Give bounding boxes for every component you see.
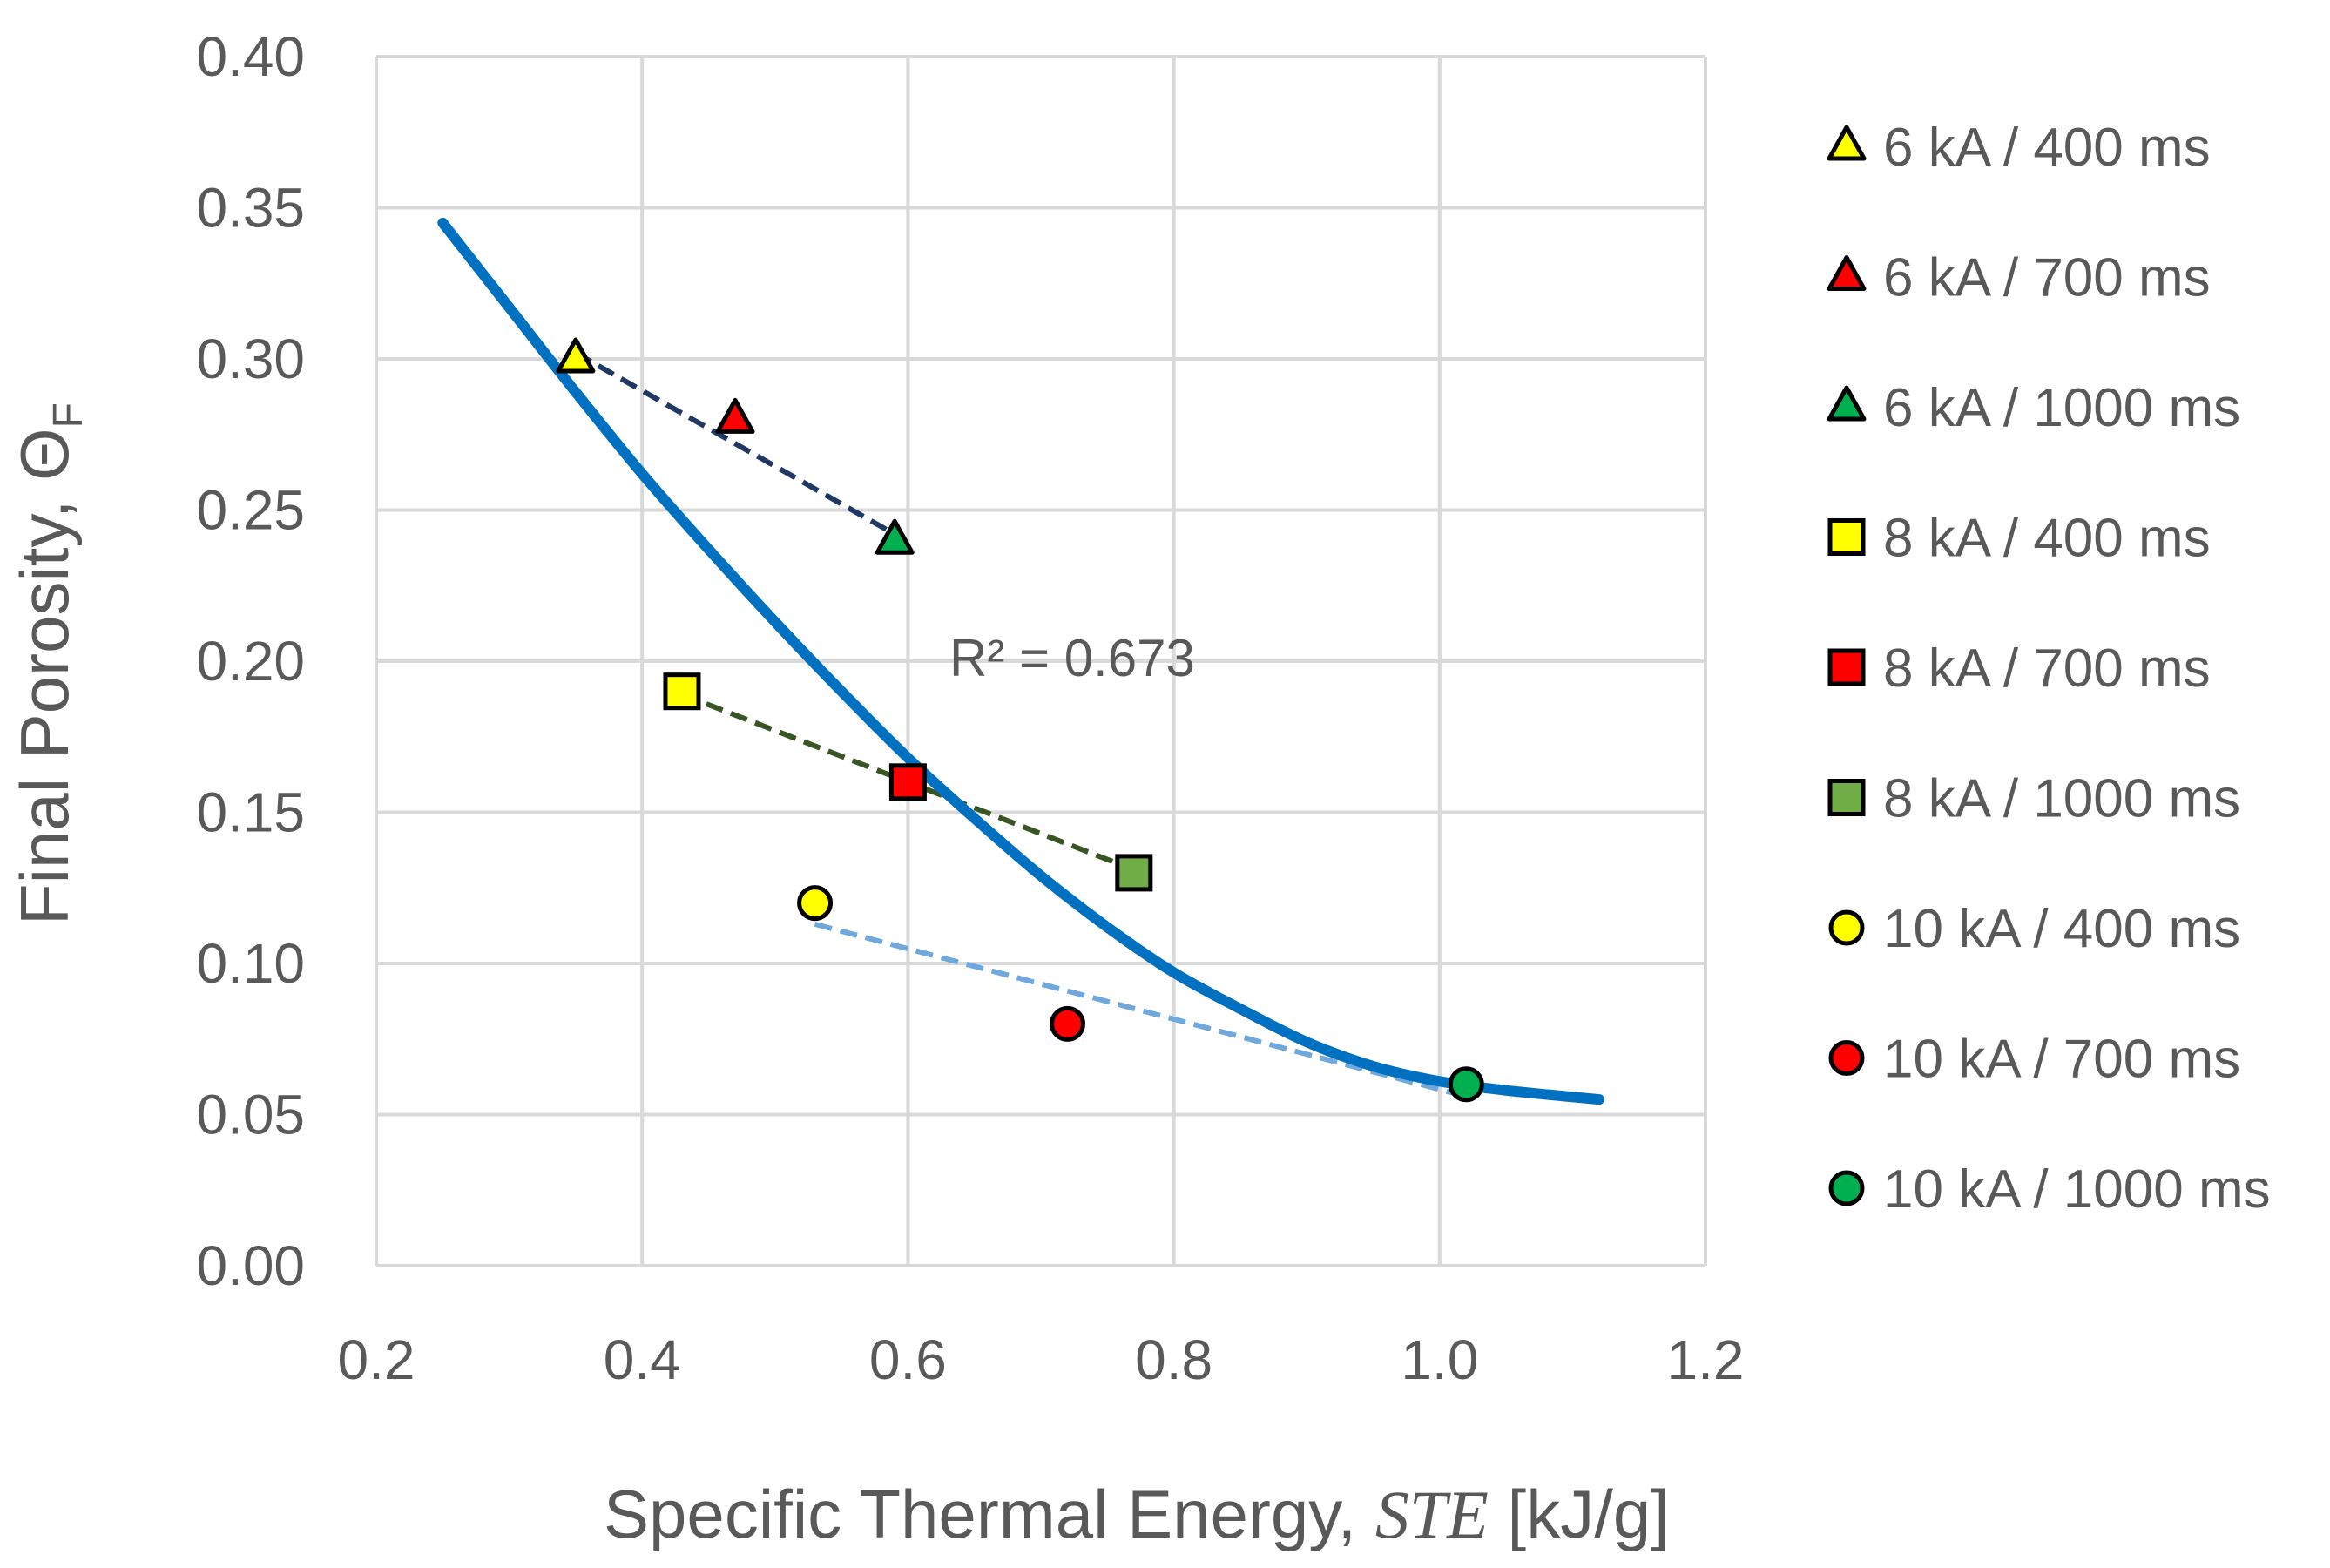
x-axis-ticks: 0.2 0.4 0.6 0.8 1.0 1.2 [338,1328,1745,1391]
y-tick-label: 0.35 [196,177,305,240]
legend-label: 6 kA / 400 ms [1883,118,2211,178]
grid [375,55,1707,1267]
x-axis-title: Specific Thermal Energy, STE [kJ/g] [604,1476,1670,1552]
legend-label: 6 kA / 1000 ms [1883,378,2240,438]
legend-item: 6 kA / 400 ms [1827,118,2211,178]
x-axis-title-unit: [kJ/g] [1489,1476,1670,1552]
y-axis-title-subscript: F [45,402,91,428]
x-tick-label: 0.2 [338,1328,415,1391]
legend-label: 8 kA / 400 ms [1883,509,2211,569]
legend: 6 kA / 400 ms 6 kA / 700 ms 6 kA / 1000 ms… [1827,118,2271,1220]
y-tick-label: 0.10 [196,932,305,995]
legend-marker [1828,1040,1865,1076]
y-tick-label: 0.00 [196,1234,305,1297]
y-tick-label: 0.15 [196,781,305,844]
legend-label: 6 kA / 700 ms [1883,248,2211,308]
trendline-2 [814,921,1468,1099]
legend-marker [1827,255,1867,291]
x-tick-label: 0.8 [1135,1328,1212,1391]
data-point [1050,1005,1086,1042]
legend-item: 6 kA / 700 ms [1827,248,2211,308]
data-point [715,397,755,434]
data-point [663,672,701,711]
fit-curve [437,217,1604,1105]
trendline-0 [574,350,896,537]
y-tick-label: 0.30 [196,328,305,390]
y-tick-label: 0.40 [196,25,305,88]
legend-marker [1827,385,1867,422]
legend-marker [1827,125,1867,161]
y-tick-label: 0.25 [196,479,305,542]
y-tick-label: 0.20 [196,630,305,693]
legend-label: 10 kA / 400 ms [1883,899,2240,959]
legend-item: 8 kA / 700 ms [1827,639,2211,699]
legend-item: 6 kA / 1000 ms [1827,378,2240,438]
legend-item: 10 kA / 1000 ms [1828,1159,2271,1220]
legend-marker [1827,518,1866,556]
legend-item: 8 kA / 400 ms [1827,509,2211,569]
x-axis-title-symbol: STE [1375,1477,1489,1552]
data-point [556,337,596,374]
legend-marker [1827,779,1866,816]
y-axis-title-symbol: Θ [6,428,83,481]
x-tick-label: 1.2 [1667,1328,1745,1391]
r-squared-label: R² = 0.673 [949,629,1195,687]
legend-marker [1827,648,1866,686]
trendlines [574,350,1468,1099]
x-tick-label: 0.6 [869,1328,947,1391]
y-axis-title: Final Porosity, ΘF [6,402,91,925]
data-point [797,885,834,922]
legend-label: 10 kA / 700 ms [1883,1030,2240,1090]
data-point [875,518,915,555]
data-point [1115,854,1153,892]
legend-item: 8 kA / 1000 ms [1827,769,2240,829]
data-point [1448,1066,1484,1103]
data-point [888,763,927,801]
overall-fit [437,217,1604,1105]
x-axis-title-prefix: Specific Thermal Energy, [604,1476,1375,1552]
legend-label: 8 kA / 1000 ms [1883,769,2240,829]
data-points [556,337,1484,1103]
legend-label: 8 kA / 700 ms [1883,639,2211,699]
y-axis-ticks: 0.00 0.05 0.10 0.15 0.20 0.25 0.30 0.35 0.40 [196,25,305,1297]
legend-item: 10 kA / 700 ms [1828,1030,2240,1090]
y-axis-title-prefix: Final Porosity, [6,481,83,925]
legend-marker [1828,1170,1865,1206]
y-tick-label: 0.05 [196,1084,305,1146]
x-tick-label: 1.0 [1401,1328,1478,1391]
legend-marker [1828,909,1865,946]
x-tick-label: 0.4 [604,1328,681,1391]
legend-item: 10 kA / 400 ms [1828,899,2240,959]
legend-label: 10 kA / 1000 ms [1883,1159,2271,1220]
